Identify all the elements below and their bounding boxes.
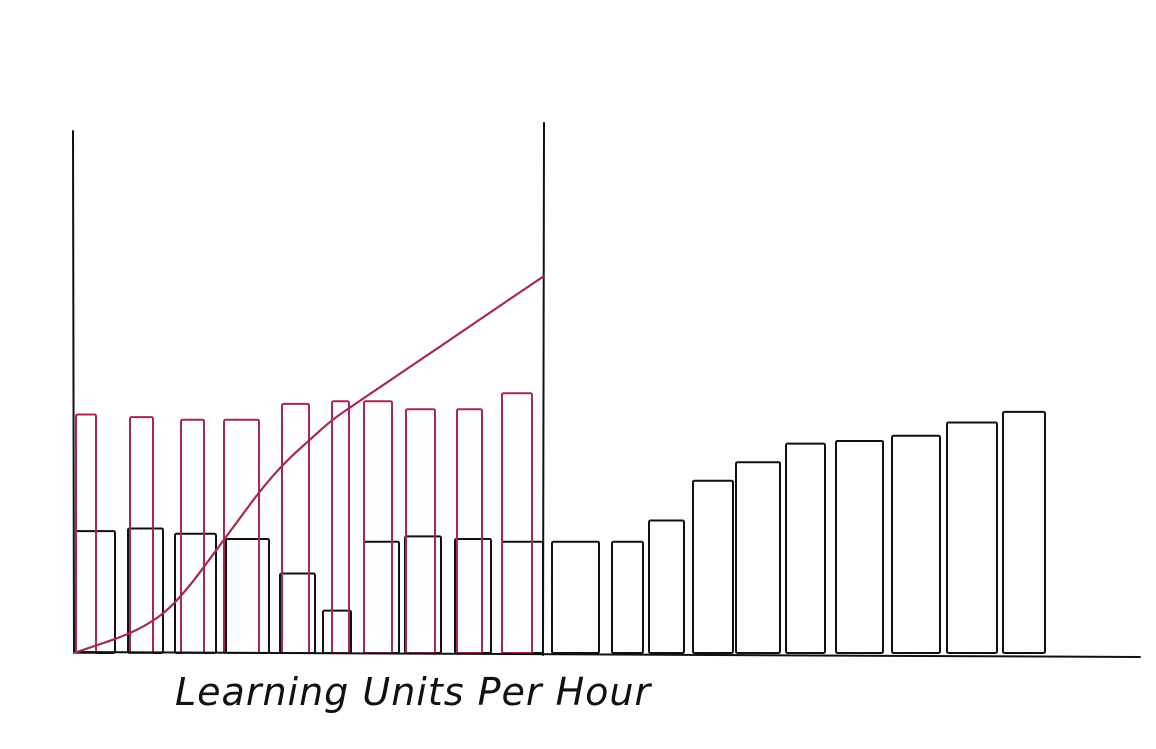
black-bar-9 <box>454 538 492 654</box>
accent-bar-1 <box>75 413 97 654</box>
black-bar-12 <box>611 540 644 655</box>
accent-bar-6 <box>331 400 350 654</box>
black-bar-20 <box>1002 410 1046 654</box>
accent-bar-8 <box>405 408 436 655</box>
black-bar-6 <box>322 609 352 654</box>
black-bar-16 <box>785 442 826 654</box>
black-bar-13 <box>648 519 685 654</box>
accent-bar-10 <box>501 392 533 654</box>
accent-bar-series <box>75 392 533 655</box>
accent-bar-4 <box>223 418 260 654</box>
black-bar-14 <box>692 479 734 654</box>
black-bar-7 <box>363 540 400 655</box>
black-bar-4 <box>225 538 270 654</box>
black-bar-series <box>75 410 1046 655</box>
black-bar-19 <box>946 421 998 655</box>
accent-bar-2 <box>129 416 154 654</box>
black-bar-18 <box>891 434 941 655</box>
black-bar-10 <box>501 540 544 655</box>
black-bar-15 <box>735 461 781 655</box>
divider-line <box>542 122 545 656</box>
black-bar-11 <box>551 540 600 655</box>
black-bar-17 <box>835 440 884 654</box>
accent-bar-3 <box>180 418 205 654</box>
trend-curve <box>72 275 545 655</box>
y-axis-line <box>72 130 75 654</box>
accent-bar-5 <box>281 402 310 654</box>
chart-caption: Learning Units Per Hour <box>175 670 653 714</box>
black-bar-2 <box>127 527 164 655</box>
x-axis-line <box>73 651 1141 658</box>
accent-bar-9 <box>456 408 483 655</box>
accent-bar-7 <box>363 400 393 654</box>
